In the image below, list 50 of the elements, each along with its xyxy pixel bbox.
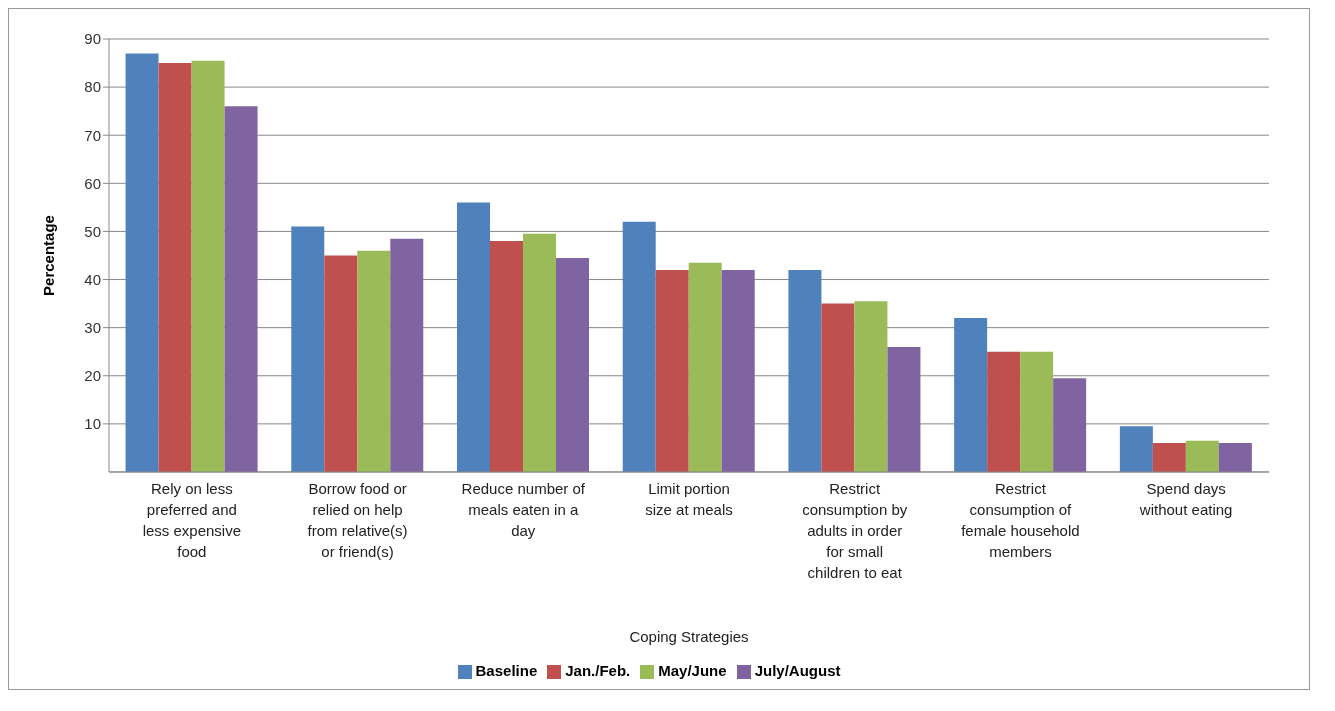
- y-tick-label: 20: [84, 367, 101, 385]
- bar: [987, 351, 1021, 472]
- bar: [1053, 378, 1087, 472]
- bar: [291, 226, 325, 472]
- bar: [854, 301, 888, 472]
- x-tick-label: Reduce number of meals eaten in a day: [461, 479, 586, 539]
- legend-label: Jan./Feb.: [565, 661, 631, 679]
- legend-label: May/June: [658, 661, 727, 679]
- bar: [125, 53, 159, 472]
- y-tick-label: 50: [84, 222, 101, 240]
- y-tick-label: 10: [84, 415, 101, 433]
- bar: [688, 262, 722, 472]
- y-tick-label: 40: [84, 270, 101, 288]
- bar: [821, 303, 855, 472]
- y-axis-title: Percentage: [40, 215, 58, 296]
- bar: [556, 257, 589, 472]
- bar: [721, 269, 755, 472]
- legend-label: July/August: [754, 661, 841, 679]
- x-tick-label: Restrict consumption by adults in order for small children to eat: [802, 479, 908, 581]
- legend-label: Baseline: [475, 661, 538, 679]
- bar: [954, 318, 988, 472]
- x-tick-label: Limit portion size at meals: [645, 479, 733, 518]
- bar: [457, 202, 490, 472]
- bar: [324, 255, 358, 472]
- bar: [158, 63, 192, 472]
- bar: [887, 346, 921, 472]
- bar: [1185, 440, 1219, 472]
- x-tick-label: Borrow food or relied on help from relative(s) or friend(s): [307, 479, 408, 560]
- x-tick-label: Spend days without eating: [1138, 479, 1233, 518]
- bar: [390, 238, 424, 472]
- bar: [1218, 443, 1252, 472]
- bar: [655, 269, 689, 472]
- y-tick-label: 80: [84, 78, 101, 96]
- y-tick-label: 70: [84, 126, 101, 144]
- bar: [490, 241, 523, 472]
- y-tick-label: 60: [84, 174, 101, 192]
- bar: [191, 60, 225, 472]
- x-axis-title: Coping Strategies: [629, 627, 749, 645]
- bar: [357, 250, 391, 472]
- x-tick-label: Restrict consumption of female household members: [961, 479, 1080, 560]
- bar: [224, 106, 258, 472]
- bar: [622, 221, 656, 472]
- bar: [1152, 443, 1186, 472]
- y-tick-label: 90: [84, 30, 101, 48]
- bar: [788, 269, 822, 472]
- x-tick-label: Rely on less preferred and less expensive food: [142, 479, 242, 560]
- bar: [523, 233, 556, 472]
- y-tick-label: 30: [84, 318, 101, 336]
- bar: [1020, 351, 1054, 472]
- bar: [1119, 426, 1153, 472]
